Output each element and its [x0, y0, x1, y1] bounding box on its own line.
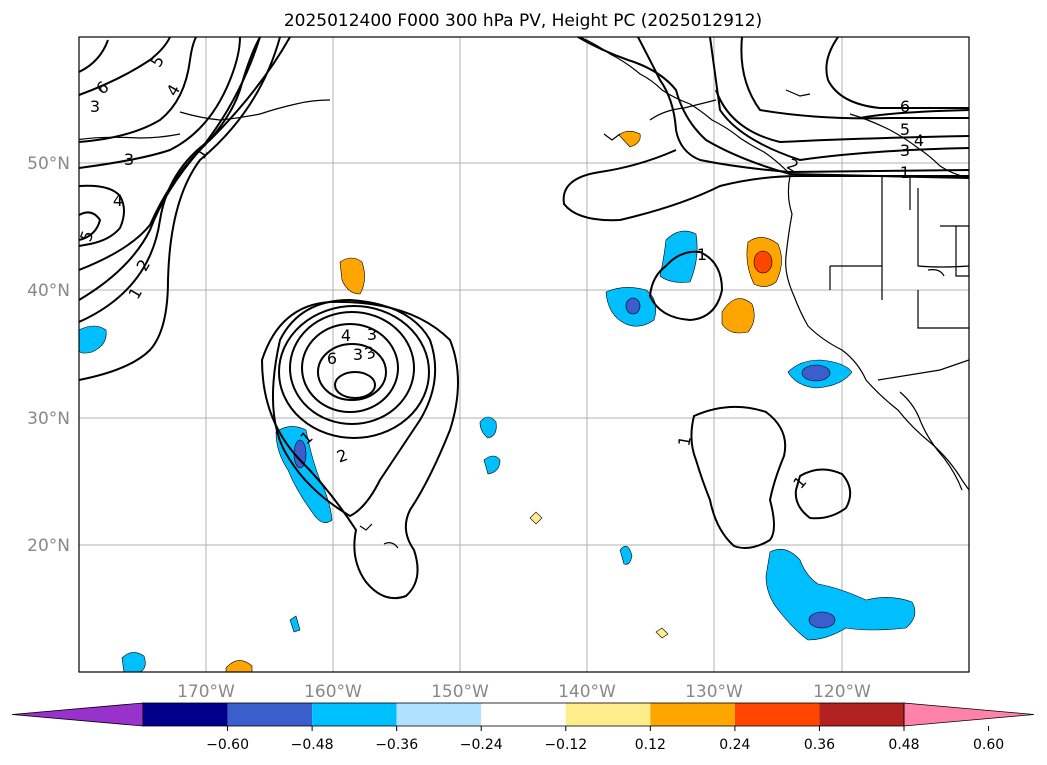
height-contours [79, 37, 969, 600]
colorbar-segment [734, 703, 820, 726]
colorbar: −0.60 −0.48 −0.36 −0.24 −0.12 0.12 0.24 0.36 0.4… [11, 702, 1035, 753]
colorbar-tick-label: −0.48 [291, 737, 334, 753]
colorbar-border [142, 702, 905, 727]
contour-label: 3 [900, 141, 910, 160]
colorbar-segment [650, 703, 735, 726]
latitude-labels: 50°N 40°N 30°N 20°N [27, 154, 70, 556]
lon-label: 140°W [558, 682, 616, 702]
colorbar-segment [481, 703, 566, 726]
map-border [78, 36, 970, 673]
colorbar-tick-label: 0.60 [973, 737, 1004, 753]
lon-label: 150°W [431, 682, 489, 702]
lat-label: 20°N [27, 536, 70, 556]
lat-label: 40°N [27, 281, 70, 301]
pv-negative-core [625, 297, 641, 315]
pv-fill-regions [79, 130, 916, 672]
colorbar-tick-label: −0.36 [375, 737, 418, 753]
colorbar-segment [396, 703, 482, 726]
gridlines [79, 37, 969, 672]
colorbar-tick-label: 0.24 [719, 737, 750, 753]
lat-label: 50°N [27, 154, 70, 174]
pv-negative-area [619, 545, 633, 565]
contour-label: 4 [914, 131, 924, 150]
contour-label: 1 [900, 163, 910, 182]
pv-negative-core [808, 611, 836, 629]
colorbar-tick-label: 0.12 [635, 737, 666, 753]
lat-label: 30°N [27, 409, 70, 429]
pv-positive-area [655, 627, 669, 639]
pv-negative-area [289, 615, 301, 633]
contour-label: 1 [697, 245, 707, 264]
contour-label: 3 [90, 97, 100, 116]
contour-label: 3 [367, 325, 377, 344]
contour-label: 1 [674, 434, 694, 447]
colorbar-segment [819, 703, 904, 726]
lon-label: 160°W [304, 682, 362, 702]
lon-label: 130°W [685, 682, 743, 702]
map-title: 2025012400 F000 300 hPa PV, Height PC (2… [284, 11, 762, 31]
lon-label: 170°W [177, 682, 235, 702]
pv-negative-area [121, 652, 146, 672]
pv-positive-area [339, 257, 365, 295]
pv-negative-area [765, 549, 916, 641]
colorbar-segment [227, 703, 313, 726]
contour-label: 3 [353, 345, 363, 364]
contour-label: 3 [124, 150, 134, 169]
contour-label: 6 [900, 97, 910, 116]
pv-positive-area [618, 130, 641, 148]
colorbar-extend-high [903, 702, 1035, 727]
colorbar-tick-label: −0.24 [460, 737, 503, 753]
colorbar-tick-label: 0.48 [888, 737, 919, 753]
pv-positive-area [529, 511, 543, 525]
pv-negative-area [483, 455, 501, 475]
colorbar-tick-label: −0.60 [206, 737, 249, 753]
lon-label: 120°W [813, 682, 871, 702]
colorbar-tick-label: −0.12 [544, 737, 587, 753]
map-area [79, 37, 969, 672]
pv-negative-core [801, 364, 831, 382]
contour-label: 6 [327, 349, 337, 368]
colorbar-segment [565, 703, 651, 726]
pv-negative-area [275, 426, 333, 523]
colorbar-tick-label: 0.36 [804, 737, 835, 753]
pv-positive-area [225, 660, 253, 672]
pv-positive-area [721, 298, 755, 334]
pv-negative-area [79, 325, 107, 354]
contour-label: 5 [900, 120, 910, 139]
contour-label: 4 [113, 191, 123, 210]
contour-label: 4 [341, 326, 351, 345]
coastlines [79, 37, 969, 549]
colorbar-segment [143, 703, 228, 726]
colorbar-extend-low [11, 702, 144, 727]
pv-negative-area [479, 416, 497, 439]
pv-positive-core [753, 250, 773, 274]
longitude-labels: 170°W 160°W 150°W 140°W 130°W 120°W [177, 682, 871, 702]
colorbar-segment [312, 703, 397, 726]
